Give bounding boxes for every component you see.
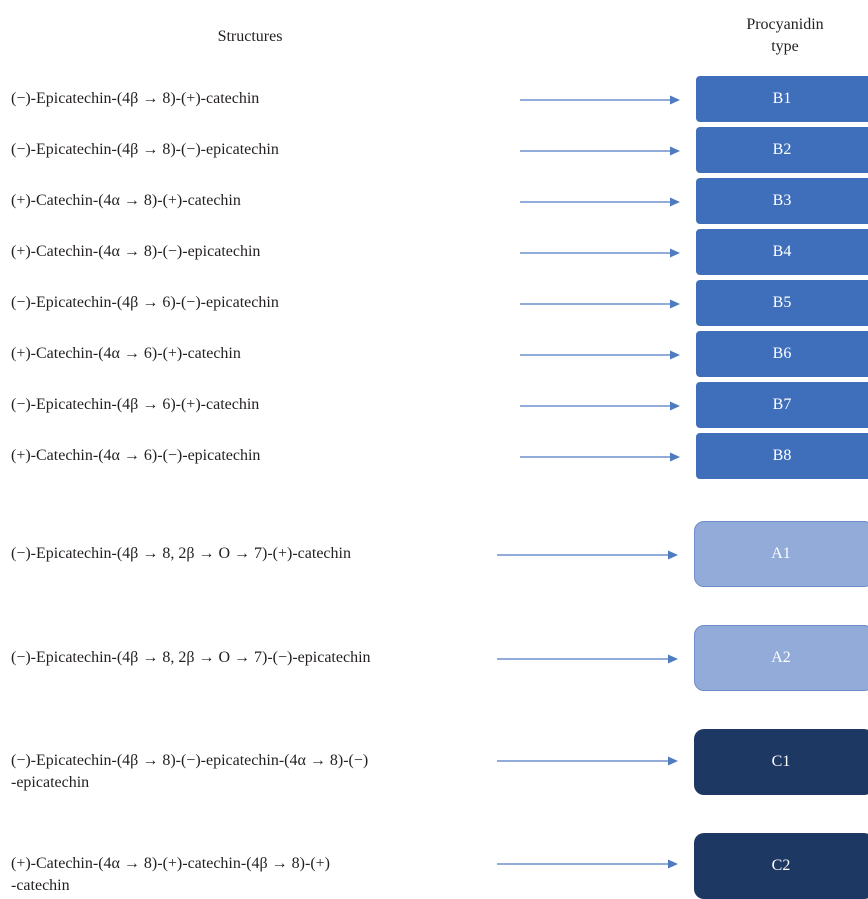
structure-label: (−)-Epicatechin-(4β → 6)-(−)-epicatechin: [11, 294, 279, 311]
procyanidin-type-header: Procyanidin type: [746, 16, 824, 55]
procyanidin-type-label: C1: [771, 753, 791, 770]
procyanidin-type-label: A2: [771, 649, 791, 666]
procyanidin-type-box: C2: [694, 833, 868, 899]
structure-label: (+)-Catechin-(4α → 6)-(−)-epicatechin: [11, 447, 261, 464]
arrow-icon: [520, 401, 680, 411]
arrow-icon: [497, 550, 678, 560]
structure-label: (+)-Catechin-(4α → 8)-(−)-epicatechin: [11, 243, 261, 260]
structure-label: (+)-Catechin-(4α → 8)-(+)-catechin-(4β →…: [11, 855, 331, 894]
procyanidin-type-label: B6: [772, 345, 792, 362]
procyanidin-type-label: B5: [772, 294, 792, 311]
procyanidin-type-label: A1: [771, 545, 791, 562]
structure-label: (−)-Epicatechin-(4β → 8, 2β → O → 7)-(+)…: [11, 545, 351, 562]
procyanidin-type-box: B2: [696, 127, 868, 173]
procyanidin-type-label: B3: [772, 192, 792, 209]
structure-label: (−)-Epicatechin-(4β → 8, 2β → O → 7)-(−)…: [11, 649, 371, 666]
structure-label: (−)-Epicatechin-(4β → 8)-(−)-epicatechin: [11, 141, 279, 158]
procyanidin-type-box: B8: [696, 433, 868, 479]
arrow-icon: [497, 756, 678, 766]
procyanidin-type-box: B6: [696, 331, 868, 377]
arrow-icon: [520, 197, 680, 207]
procyanidin-type-label: B7: [772, 396, 792, 413]
arrow-icon: [520, 299, 680, 309]
arrow-icon: [497, 859, 678, 869]
structure-label: (−)-Epicatechin-(4β → 8)-(+)-catechin: [11, 90, 260, 107]
structure-label: (−)-Epicatechin-(4β → 6)-(+)-catechin: [11, 396, 260, 413]
procyanidin-type-label: B8: [772, 447, 792, 464]
structures-header: Structures: [217, 28, 283, 45]
structure-label: (+)-Catechin-(4α → 8)-(+)-catechin: [11, 192, 241, 209]
structure-label: (−)-Epicatechin-(4β → 8)-(−)-epicatechin…: [11, 752, 369, 791]
procyanidin-type-label: B4: [772, 243, 792, 260]
procyanidin-type-box: A1: [694, 521, 868, 587]
procyanidin-type-label: B2: [772, 141, 792, 158]
arrow-icon: [520, 146, 680, 156]
procyanidin-type-box: C1: [694, 729, 868, 795]
arrow-icon: [520, 452, 680, 462]
arrow-icon: [520, 95, 680, 105]
arrow-icon: [497, 654, 678, 664]
procyanidin-type-box: A2: [694, 625, 868, 691]
procyanidin-type-box: B7: [696, 382, 868, 428]
procyanidin-type-label: C2: [771, 857, 791, 874]
procyanidin-type-label: B1: [772, 90, 792, 107]
procyanidin-type-box: B1: [696, 76, 868, 122]
structure-label: (+)-Catechin-(4α → 6)-(+)-catechin: [11, 345, 241, 362]
arrow-icon: [520, 248, 680, 258]
procyanidin-type-box: B3: [696, 178, 868, 224]
procyanidin-type-box: B5: [696, 280, 868, 326]
arrow-icon: [520, 350, 680, 360]
procyanidin-type-box: B4: [696, 229, 868, 275]
